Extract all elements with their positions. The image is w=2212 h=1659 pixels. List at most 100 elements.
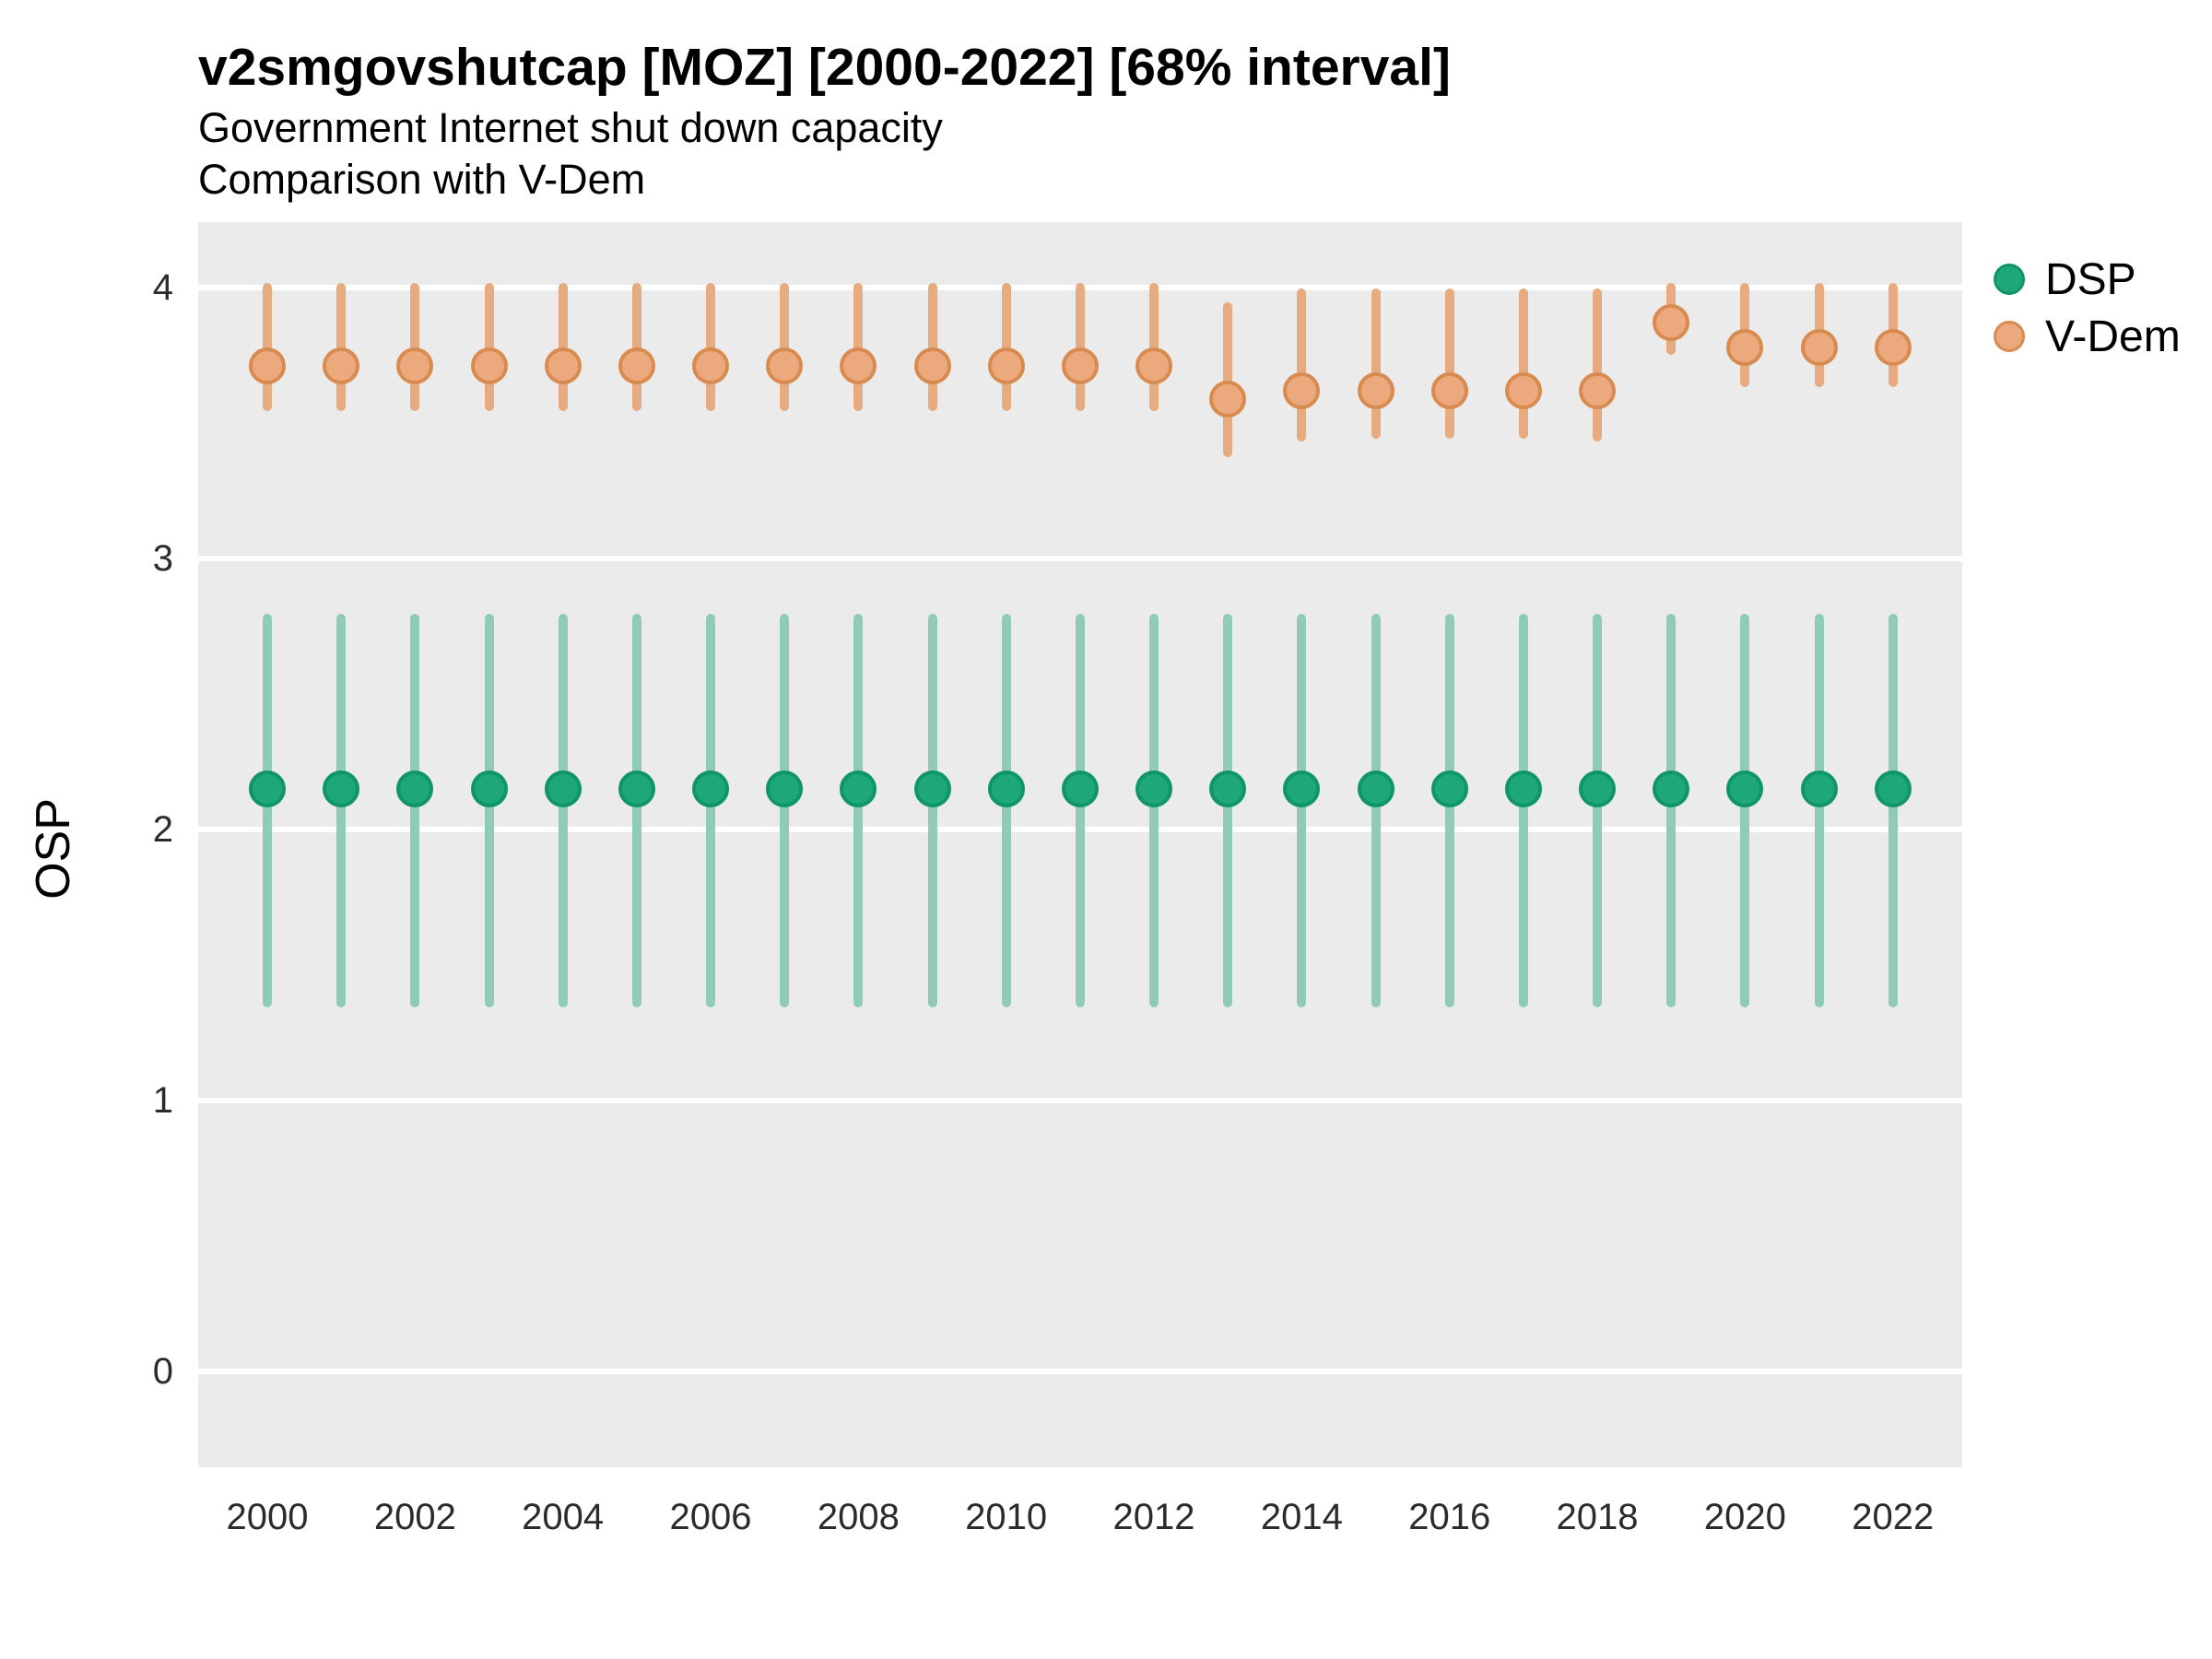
- vdem-interval-bar-2013: [1223, 301, 1233, 458]
- chart-subtitle-line2: Comparison with V-Dem: [198, 156, 646, 203]
- vdem-interval-bar-2007: [780, 283, 790, 412]
- y-tick-label-4: 4: [152, 267, 173, 308]
- dsp-point-2003: [470, 770, 508, 807]
- vdem-point-2013: [1209, 380, 1247, 418]
- dsp-point-2015: [1357, 770, 1394, 807]
- vdem-point-2020: [1726, 328, 1764, 366]
- y-tick-label-0: 0: [152, 1351, 173, 1392]
- vdem-interval-bar-2005: [631, 283, 641, 412]
- dsp-point-2012: [1135, 770, 1173, 807]
- vdem-point-2006: [692, 347, 730, 385]
- x-tick-label-2002: 2002: [373, 1497, 456, 1537]
- dsp-interval-bar-2017: [1518, 613, 1528, 1008]
- dsp-interval-bar-2016: [1444, 613, 1454, 1008]
- legend: DSP V-Dem: [1994, 251, 2181, 365]
- dsp-point-2008: [840, 770, 877, 807]
- gridline-y-3: [198, 556, 1962, 561]
- dsp-point-2005: [618, 770, 655, 807]
- y-tick-label-1: 1: [152, 1080, 173, 1121]
- dsp-interval-bar-2013: [1223, 613, 1233, 1008]
- dsp-point-2010: [987, 770, 1025, 807]
- dsp-interval-bar-2001: [336, 613, 347, 1008]
- vdem-interval-bar-2018: [1593, 288, 1603, 441]
- x-tick-label-2000: 2000: [226, 1497, 309, 1537]
- vdem-point-2014: [1283, 371, 1321, 409]
- vdem-point-2015: [1357, 371, 1394, 409]
- dsp-interval-bar-2009: [927, 613, 937, 1008]
- legend-label-dsp: DSP: [2045, 254, 2136, 304]
- dsp-interval-bar-2007: [780, 613, 790, 1008]
- vdem-interval-bar-2012: [1149, 283, 1159, 412]
- dsp-interval-bar-2011: [1075, 613, 1085, 1008]
- vdem-point-2019: [1653, 304, 1690, 342]
- plot-panel: [198, 222, 1962, 1467]
- dsp-legend-dot-icon: [1994, 264, 2025, 295]
- vdem-interval-bar-2016: [1444, 288, 1454, 439]
- vdem-interval-bar-2008: [853, 283, 864, 412]
- gridline-y-0: [198, 1369, 1962, 1374]
- dsp-point-2022: [1874, 770, 1912, 807]
- vdem-interval-bar-2017: [1518, 288, 1528, 439]
- x-tick-label-2010: 2010: [965, 1497, 1048, 1537]
- dsp-point-2014: [1283, 770, 1321, 807]
- vdem-interval-bar-2002: [410, 283, 420, 412]
- dsp-point-2016: [1430, 770, 1468, 807]
- vdem-interval-bar-2011: [1075, 283, 1085, 412]
- dsp-interval-bar-2019: [1666, 613, 1677, 1008]
- dsp-interval-bar-2004: [558, 613, 568, 1008]
- x-tick-label-2008: 2008: [817, 1497, 900, 1537]
- y-tick-label-3: 3: [152, 538, 173, 579]
- y-tick-label-2: 2: [152, 809, 173, 850]
- dsp-interval-bar-2022: [1888, 613, 1898, 1008]
- x-tick-label-2022: 2022: [1852, 1497, 1935, 1537]
- gridline-y-1: [198, 1098, 1962, 1103]
- vdem-legend-dot-icon: [1994, 321, 2025, 352]
- dsp-interval-bar-2018: [1593, 613, 1603, 1008]
- dsp-interval-bar-2000: [263, 613, 272, 1008]
- vdem-point-2005: [618, 347, 655, 385]
- vdem-point-2010: [987, 347, 1025, 385]
- legend-item-dsp: DSP: [1994, 251, 2181, 308]
- dsp-point-2021: [1800, 770, 1838, 807]
- x-tick-label-2006: 2006: [669, 1497, 752, 1537]
- dsp-point-2011: [1061, 770, 1099, 807]
- x-tick-label-2004: 2004: [522, 1497, 605, 1537]
- dsp-interval-bar-2008: [853, 613, 864, 1008]
- vdem-interval-bar-2009: [927, 283, 937, 412]
- dsp-point-2002: [396, 770, 434, 807]
- x-tick-label-2012: 2012: [1112, 1497, 1195, 1537]
- legend-item-vdem: V-Dem: [1994, 308, 2181, 365]
- vdem-point-2021: [1800, 328, 1838, 366]
- dsp-point-2013: [1209, 770, 1247, 807]
- dsp-interval-bar-2006: [706, 613, 716, 1008]
- vdem-point-2009: [913, 347, 951, 385]
- dsp-interval-bar-2021: [1814, 613, 1824, 1008]
- vdem-point-2018: [1579, 371, 1617, 409]
- dsp-point-2004: [544, 770, 582, 807]
- dsp-point-2000: [249, 770, 286, 807]
- vdem-point-2002: [396, 347, 434, 385]
- dsp-interval-bar-2005: [631, 613, 641, 1008]
- dsp-interval-bar-2015: [1371, 613, 1381, 1008]
- vdem-interval-bar-2001: [336, 283, 347, 412]
- dsp-point-2001: [323, 770, 360, 807]
- dsp-point-2020: [1726, 770, 1764, 807]
- dsp-interval-bar-2020: [1740, 613, 1750, 1008]
- dsp-point-2018: [1579, 770, 1617, 807]
- legend-label-vdem: V-Dem: [2045, 312, 2181, 361]
- vdem-interval-bar-2003: [484, 283, 494, 412]
- vdem-point-2022: [1874, 328, 1912, 366]
- chart-subtitle-line1: Government Internet shut down capacity: [198, 104, 943, 151]
- vdem-interval-bar-2015: [1371, 288, 1381, 439]
- dsp-point-2019: [1653, 770, 1690, 807]
- vdem-point-2007: [766, 347, 804, 385]
- vdem-point-2003: [470, 347, 508, 385]
- dsp-interval-bar-2014: [1297, 613, 1307, 1008]
- vdem-interval-bar-2010: [1001, 283, 1011, 412]
- vdem-point-2000: [249, 347, 286, 385]
- dsp-point-2017: [1504, 770, 1542, 807]
- x-tick-label-2018: 2018: [1556, 1497, 1639, 1537]
- x-tick-label-2016: 2016: [1408, 1497, 1491, 1537]
- vdem-interval-bar-2000: [263, 283, 272, 412]
